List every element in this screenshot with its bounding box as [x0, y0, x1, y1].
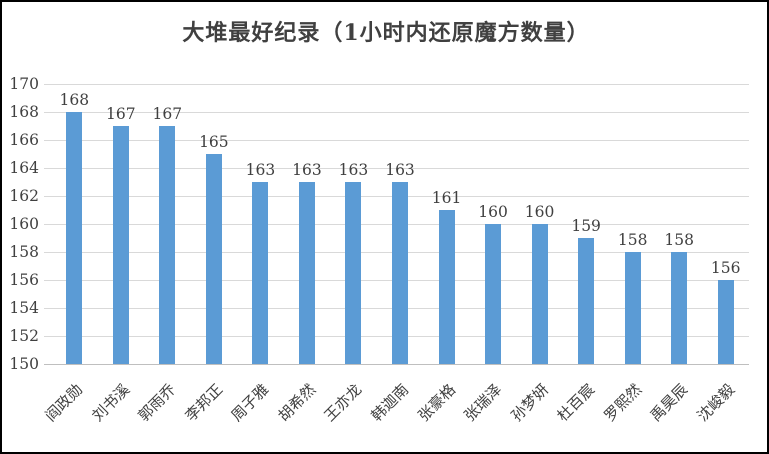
gridline: [44, 139, 749, 141]
y-tick-label: 150: [9, 355, 39, 373]
y-tick-label: 168: [9, 103, 39, 121]
bar: [485, 224, 502, 364]
bar: [392, 182, 408, 364]
x-category-label-text: 沈峻毅: [693, 380, 738, 425]
x-category-label-text: 周子雅: [227, 380, 273, 425]
bar-value-label: 168: [59, 91, 90, 109]
gridline: [44, 83, 749, 85]
y-tick-label: 160: [9, 215, 39, 233]
bar-value-label: 158: [664, 231, 694, 249]
bar-value-label: 159: [571, 217, 601, 235]
gridline: [44, 167, 749, 169]
bar: [298, 182, 315, 364]
bar: [345, 182, 362, 364]
x-category-label-text: 杜百宸: [553, 380, 599, 425]
bar-value-label: 167: [106, 105, 136, 123]
y-tick-label: 164: [9, 159, 39, 177]
bar-value-label: 167: [152, 105, 183, 123]
bar-value-label: 156: [710, 259, 741, 277]
x-category-label-text: 李邦正: [181, 380, 227, 425]
bar: [205, 154, 222, 364]
bar-value-label: 160: [524, 203, 555, 221]
x-category-label-text: 刘书溪: [88, 380, 133, 425]
bar-value-label: 163: [338, 161, 369, 179]
x-category-label-text: 郭雨乔: [134, 380, 180, 425]
bar-value-label: 161: [431, 189, 462, 207]
bar-value-label: 165: [199, 133, 229, 151]
y-tick-label: 158: [9, 243, 39, 261]
x-category-label-text: 韩迦南: [367, 380, 413, 425]
bar: [531, 224, 548, 364]
bar: [159, 126, 176, 364]
x-category-label-text: 禹昊辰: [646, 380, 692, 425]
y-tick-label: 156: [9, 271, 39, 289]
gridline: [44, 111, 749, 113]
x-category-label-text: 罗熙然: [600, 380, 645, 425]
bar: [624, 252, 641, 364]
y-tick-label: 166: [9, 131, 39, 149]
bar-value-label: 158: [617, 231, 648, 249]
x-category-label-text: 张瑞泽: [460, 380, 506, 425]
bar-value-label: 160: [478, 203, 508, 221]
x-category-label-text: 阎政勋: [41, 380, 87, 425]
x-category-label-text: 王亦龙: [321, 380, 366, 425]
bar: [578, 238, 595, 364]
bar: [112, 126, 129, 364]
bar-value-label: 163: [245, 161, 276, 179]
y-tick-label: 152: [9, 327, 39, 345]
y-tick-label: 170: [9, 75, 39, 93]
bar: [717, 280, 734, 364]
bar-value-label: 163: [292, 161, 322, 179]
bar: [438, 210, 455, 364]
x-category-label-text: 孙梦妍: [507, 380, 552, 425]
bar: [66, 112, 83, 364]
x-axis-line: [44, 363, 749, 365]
y-tick-label: 154: [9, 299, 39, 317]
x-category-label-text: 张豪格: [414, 380, 459, 425]
y-tick-label: 162: [9, 187, 39, 205]
chart-title: 大堆最好纪录（1小时内还原魔方数量）: [182, 20, 590, 46]
x-category-label-text: 胡希然: [274, 380, 320, 425]
bar-value-label: 163: [385, 161, 415, 179]
bar: [252, 182, 269, 364]
bar: [671, 252, 688, 364]
